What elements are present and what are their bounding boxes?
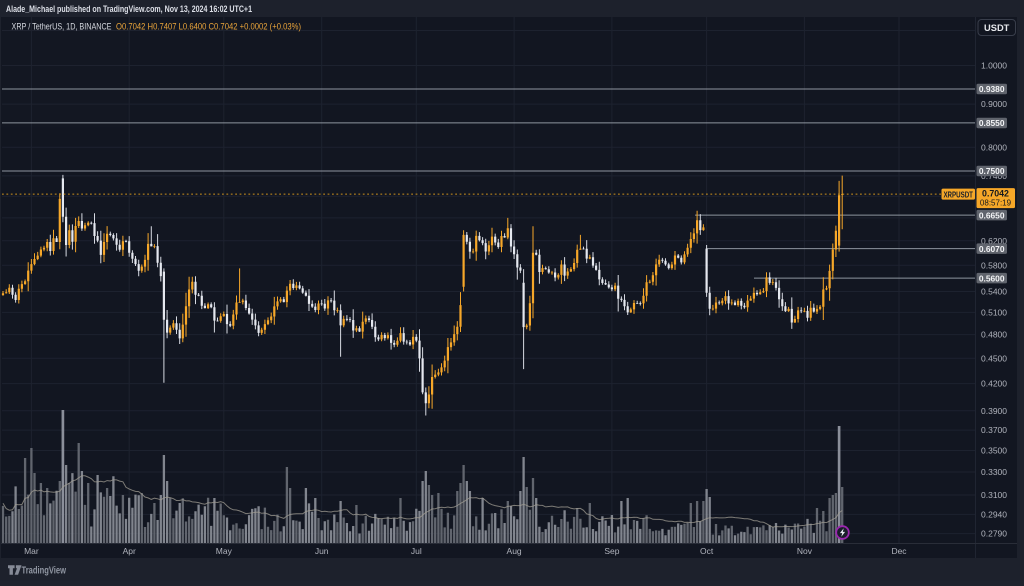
svg-text:Mar: Mar — [24, 546, 39, 556]
svg-text:TradingView: TradingView — [22, 566, 67, 577]
svg-text:0.2940: 0.2940 — [981, 510, 1007, 520]
svg-text:0.4500: 0.4500 — [981, 353, 1007, 363]
svg-text:0.5600: 0.5600 — [979, 273, 1005, 283]
svg-text:0.6200: 0.6200 — [981, 236, 1007, 246]
svg-text:May: May — [216, 546, 233, 556]
svg-text:0.6650: 0.6650 — [979, 210, 1005, 220]
svg-text:0.5800: 0.5800 — [981, 260, 1007, 270]
svg-text:Dec: Dec — [891, 546, 907, 556]
svg-text:Jun: Jun — [315, 546, 329, 556]
svg-text:0.8550: 0.8550 — [979, 118, 1005, 128]
svg-text:1.0000: 1.0000 — [981, 61, 1007, 71]
svg-text:0.3500: 0.3500 — [981, 446, 1007, 456]
svg-text:XRP / TetherUS, 1D, BINANCE: XRP / TetherUS, 1D, BINANCE — [12, 22, 112, 32]
svg-text:Nov: Nov — [797, 546, 813, 556]
svg-text:0.4800: 0.4800 — [981, 330, 1007, 340]
svg-text:Apr: Apr — [123, 546, 136, 556]
svg-text:Aug: Aug — [507, 546, 522, 556]
svg-text:Sep: Sep — [604, 546, 619, 556]
svg-text:O0.7042 H0.7407 L0.6400 C0.: O0.7042 H0.7407 L0.6400 C0.7042 +0.0002 … — [116, 22, 301, 32]
svg-text:Oct: Oct — [700, 546, 714, 556]
svg-text:0.9380: 0.9380 — [979, 84, 1005, 94]
svg-text:0.5400: 0.5400 — [981, 287, 1007, 297]
svg-text:USDT: USDT — [984, 23, 1010, 33]
svg-text:0.7042: 0.7042 — [982, 189, 1009, 199]
svg-text:0.6070: 0.6070 — [979, 244, 1005, 254]
svg-text:0.9000: 0.9000 — [981, 99, 1007, 109]
svg-text:0.3300: 0.3300 — [981, 467, 1007, 477]
svg-text:XRPUSDT: XRPUSDT — [943, 190, 973, 199]
svg-text:0.7500: 0.7500 — [979, 166, 1005, 176]
svg-text:0.3700: 0.3700 — [981, 425, 1007, 435]
svg-text:Jul: Jul — [411, 546, 422, 556]
svg-text:0.3100: 0.3100 — [981, 490, 1007, 500]
svg-text:0.3900: 0.3900 — [981, 406, 1007, 416]
svg-text:0.8000: 0.8000 — [981, 142, 1007, 152]
svg-text:0.2790: 0.2790 — [981, 529, 1007, 539]
svg-text:08:57:19: 08:57:19 — [980, 199, 1012, 208]
svg-text:Alade_Michael published on Tra: Alade_Michael published on TradingView.c… — [6, 4, 252, 14]
svg-text:0.4200: 0.4200 — [981, 379, 1007, 389]
svg-text:0.5100: 0.5100 — [981, 308, 1007, 318]
